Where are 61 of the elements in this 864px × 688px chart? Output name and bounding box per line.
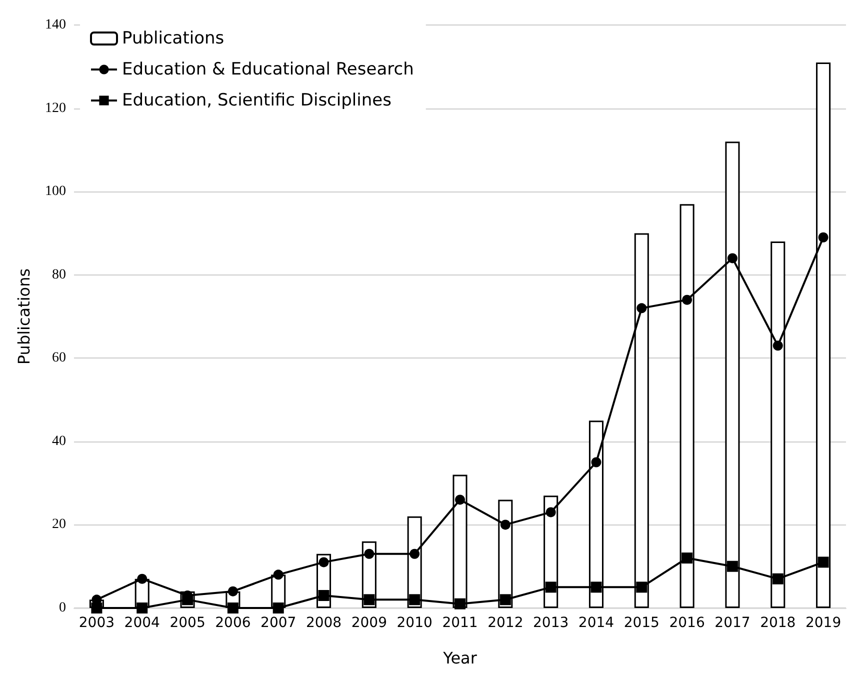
point [454, 598, 466, 610]
x-tick-label: 2005 [170, 615, 206, 631]
x-tick-label: 2010 [396, 615, 432, 631]
point [228, 586, 238, 596]
y-tick-label: 140 [45, 18, 66, 32]
point [546, 507, 556, 518]
x-tick-label: 2018 [760, 615, 796, 631]
x-tick-label: 2004 [124, 615, 160, 631]
point [500, 520, 510, 530]
point [273, 570, 284, 580]
point [500, 594, 511, 606]
point [636, 582, 648, 593]
point [727, 253, 738, 264]
point [272, 602, 284, 614]
point [136, 602, 148, 614]
legend-label: Education & Educational Research [122, 60, 414, 80]
point [545, 582, 556, 593]
point [590, 582, 602, 593]
x-tick-label: 2011 [442, 615, 478, 631]
y-tick-label: 120 [45, 100, 66, 116]
point [772, 340, 783, 351]
x-tick-label: 2012 [488, 615, 524, 631]
y-tick-label: 80 [52, 267, 66, 282]
y-tick-label: 40 [52, 434, 66, 449]
y-axis-title: Publications [14, 268, 34, 365]
point [682, 294, 692, 305]
x-tick-label: 2007 [260, 615, 296, 631]
x-tick-label: 2013 [533, 615, 569, 631]
point [818, 556, 829, 568]
point [318, 590, 330, 602]
point [91, 602, 102, 614]
point [455, 494, 465, 505]
point [137, 574, 148, 584]
x-tick-label: 2015 [624, 615, 660, 631]
legend-label: Education, Scientific Disciplines [122, 90, 392, 110]
point [726, 560, 738, 572]
x-tick-label: 2003 [78, 615, 115, 631]
point [318, 557, 329, 568]
y-tick-label: 0 [59, 600, 66, 616]
point [636, 303, 647, 314]
point [227, 602, 238, 614]
point [818, 232, 828, 242]
x-tick-label: 2016 [669, 615, 705, 631]
point [410, 548, 420, 559]
x-tick-label: 2019 [805, 615, 842, 631]
y-tick-label: 60 [52, 350, 66, 366]
legend-label: Publications [122, 28, 224, 48]
x-tick-label: 2009 [351, 615, 387, 631]
point [364, 548, 374, 559]
x-tick-label: 2014 [578, 615, 614, 631]
x-tick-label: 2017 [714, 615, 750, 631]
x-tick-label: 2008 [306, 615, 342, 631]
point [364, 594, 375, 606]
y-tick-label: 20 [52, 517, 66, 532]
point [772, 573, 784, 584]
x-tick-label: 2006 [215, 615, 251, 631]
point [409, 594, 420, 606]
x-axis-title: Year [442, 648, 478, 668]
point [591, 457, 602, 468]
point [682, 552, 693, 564]
y-tick-label: 100 [45, 184, 66, 200]
